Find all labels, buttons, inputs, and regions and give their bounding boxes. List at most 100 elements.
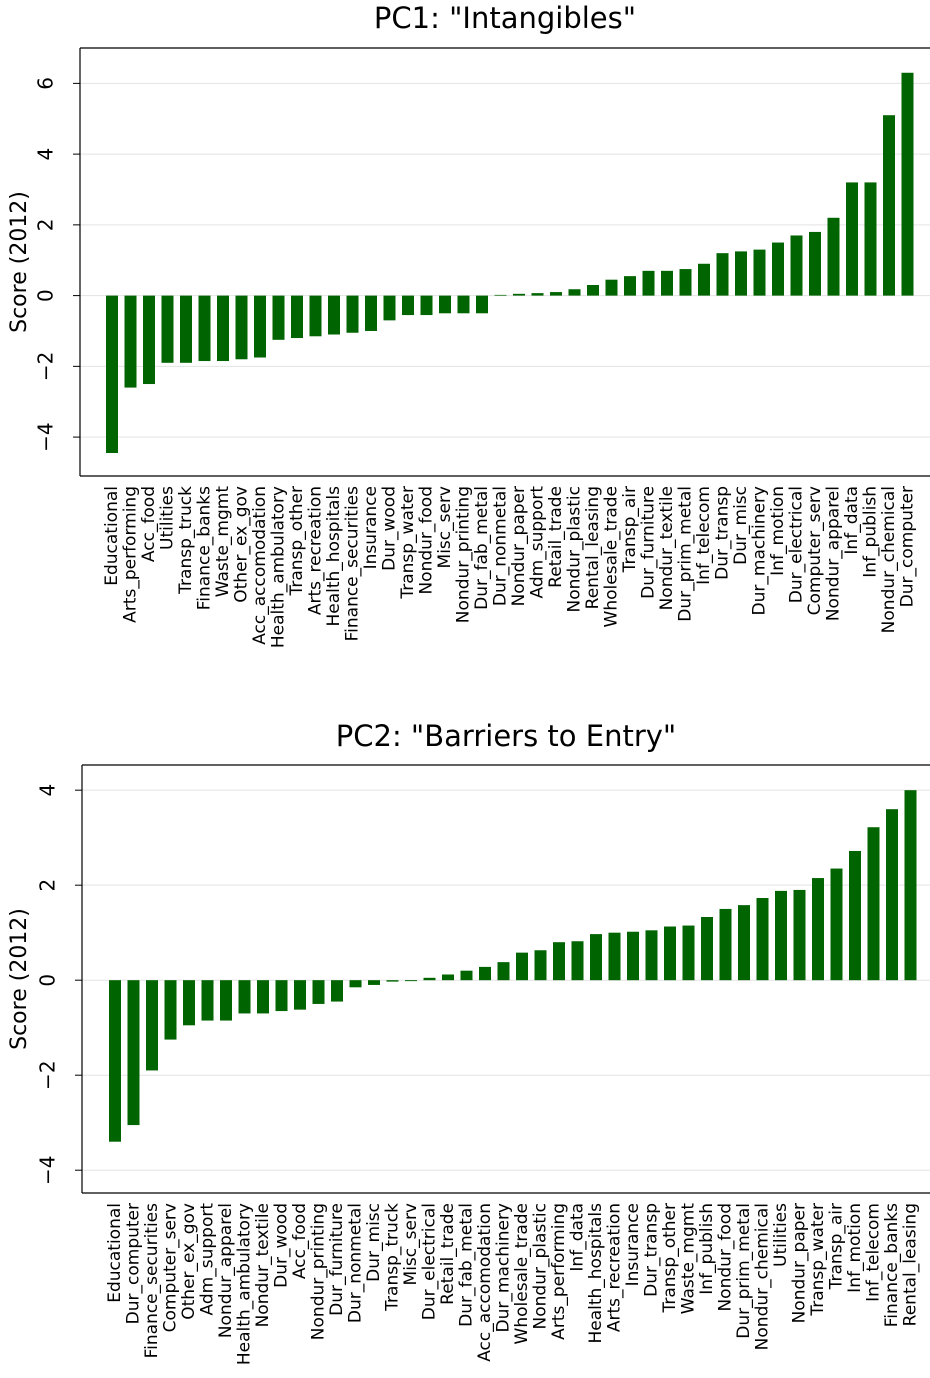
x-tick-label: Inf_motion — [768, 486, 788, 576]
x-tick-label: Nondur_apparel — [216, 1203, 236, 1338]
x-tick-label: Transp_other — [287, 486, 307, 597]
bar — [220, 980, 232, 1021]
bar — [809, 231, 821, 296]
x-tick-label: Misc_serv — [401, 1203, 421, 1285]
bar — [701, 917, 713, 981]
bar — [109, 980, 121, 1142]
bar — [513, 293, 525, 296]
bar — [201, 980, 214, 1021]
x-tick-label: Insurance — [623, 1203, 643, 1286]
x-tick-label: Waste_mgmt — [213, 486, 233, 598]
x-tick-label: Acc_accomodation — [475, 1203, 495, 1362]
bar — [349, 980, 362, 988]
bar — [494, 294, 507, 296]
x-tick-label: Arts_performing — [549, 1203, 569, 1340]
bar — [719, 908, 732, 981]
bar — [291, 295, 303, 339]
bar — [642, 270, 655, 296]
x-tick-label: Arts_recreation — [306, 486, 326, 615]
x-tick-label: Nondur_plastic — [565, 486, 585, 612]
bar — [217, 295, 229, 362]
x-tick-label: Inf_data — [568, 1203, 588, 1272]
bar — [608, 932, 621, 981]
x-tick-label: Finance_securities — [142, 1203, 162, 1359]
bar — [420, 295, 433, 316]
bar — [164, 980, 177, 1040]
bar — [161, 295, 174, 363]
x-tick-label: Rental_leasing — [901, 1203, 921, 1326]
y-tick-label: −4 — [36, 1155, 60, 1184]
x-tick-label: Dur_nonmetal — [491, 486, 511, 606]
x-tick-label: Dur_misc — [364, 1203, 384, 1282]
y-tick-label: −2 — [34, 352, 58, 381]
bar — [886, 809, 898, 981]
bar — [198, 295, 211, 362]
bar — [664, 926, 676, 981]
x-tick-label: Inf_publish — [861, 486, 881, 578]
y-tick-label: 6 — [34, 77, 58, 90]
bar — [254, 295, 266, 358]
x-tick-label: Nondur_printing — [454, 486, 474, 623]
bar — [124, 295, 137, 388]
x-tick-label: Adm_support — [198, 1203, 218, 1316]
x-tick-label: Dur_prim_metal — [734, 1203, 754, 1339]
x-tick-label: Dur_nonmetal — [346, 1203, 366, 1323]
bar — [904, 790, 917, 981]
bar — [386, 980, 399, 982]
x-tick-label: Utilities — [771, 1203, 791, 1267]
bar — [235, 295, 248, 360]
bar — [143, 295, 155, 385]
bar — [405, 980, 417, 982]
x-tick-label: Health_hospitals — [586, 1203, 606, 1344]
x-tick-label: Transp_other — [660, 1203, 680, 1314]
bar — [238, 980, 251, 1014]
bar — [146, 980, 158, 1071]
y-tick-label: −4 — [34, 422, 58, 451]
bar — [331, 980, 343, 1002]
bar — [864, 182, 877, 296]
bar — [883, 115, 895, 296]
bar — [183, 980, 195, 1026]
bar — [867, 827, 880, 981]
y-tick-label: 4 — [36, 784, 60, 797]
y-tick-label: 2 — [36, 879, 60, 892]
bar — [756, 898, 769, 981]
x-tick-label: Acc_food — [139, 486, 159, 562]
x-tick-label: Health_ambulatory — [235, 1203, 255, 1365]
x-tick-label: Finance_banks — [195, 486, 215, 610]
x-tick-label: Inf_motion — [845, 1203, 865, 1293]
bar — [846, 182, 858, 296]
bar — [775, 890, 787, 981]
x-tick-label: Transp_air — [620, 486, 640, 573]
x-tick-label: Dur_machinery — [494, 1203, 514, 1332]
x-tick-label: Dur_computer — [124, 1203, 144, 1324]
bar — [590, 934, 602, 981]
x-tick-label: Nondur_chemical — [753, 1203, 773, 1350]
x-tick-label: Dur_fab_metal — [457, 1203, 477, 1327]
bar — [772, 242, 784, 296]
bar — [901, 72, 914, 296]
bar — [587, 284, 599, 296]
x-tick-label: Finance_banks — [882, 1203, 902, 1327]
x-tick-label: Retail_trade — [546, 486, 566, 588]
bar — [827, 217, 840, 296]
x-tick-label: Educational — [102, 486, 122, 586]
x-tick-label: Educational — [105, 1203, 125, 1303]
bar — [309, 295, 322, 337]
x-tick-label: Dur_wood — [272, 1203, 292, 1288]
bar — [275, 980, 288, 1012]
x-tick-label: Nondur_apparel — [824, 486, 844, 621]
y-axis-label: Score (2012) — [7, 191, 32, 333]
x-tick-label: Dur_transp — [642, 1203, 662, 1297]
x-tick-label: Dur_electrical — [420, 1203, 440, 1320]
x-tick-label: Wholesale_trade — [512, 1203, 532, 1344]
y-tick-label: −2 — [36, 1060, 60, 1089]
bar — [605, 279, 618, 296]
x-tick-label: Transp_water — [808, 1203, 828, 1317]
y-tick-label: 2 — [34, 218, 58, 231]
x-tick-label: Nondur_chemical — [879, 486, 899, 633]
bar — [312, 980, 325, 1004]
x-tick-label: Other_ex_gov — [232, 486, 252, 603]
x-tick-label: Inf_publish — [697, 1203, 717, 1295]
